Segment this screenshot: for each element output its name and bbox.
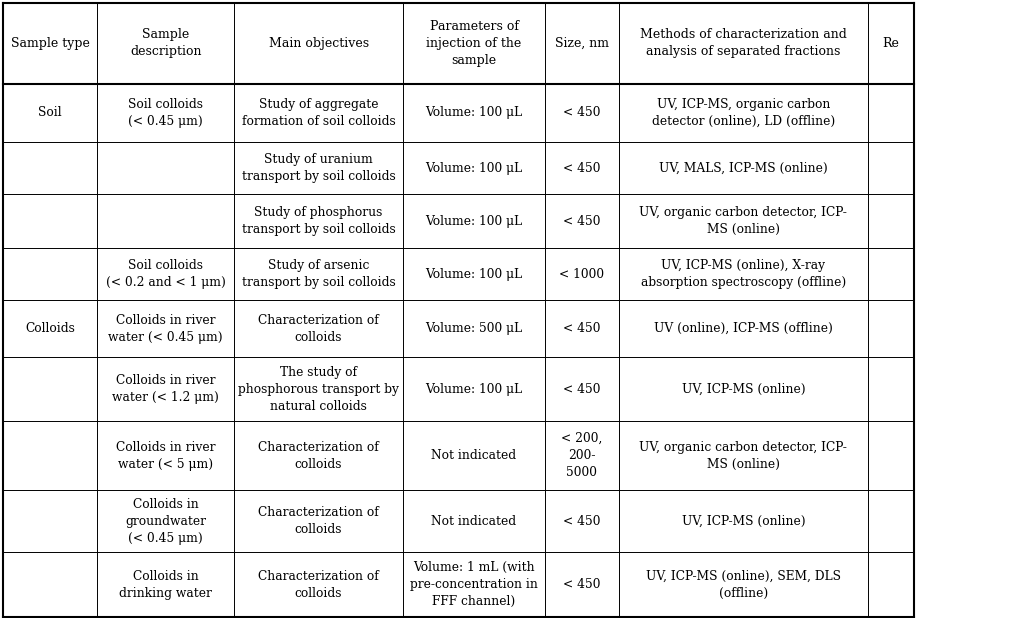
- Text: Soil colloids
(< 0.45 μm): Soil colloids (< 0.45 μm): [128, 98, 203, 128]
- Text: Volume: 1 mL (with
pre-concentration in
FFF channel): Volume: 1 mL (with pre-concentration in …: [410, 561, 538, 608]
- Text: UV, MALS, ICP-MS (online): UV, MALS, ICP-MS (online): [659, 162, 828, 175]
- Text: Colloids in river
water (< 5 μm): Colloids in river water (< 5 μm): [116, 441, 215, 470]
- Text: The study of
phosphorous transport by
natural colloids: The study of phosphorous transport by na…: [238, 366, 399, 413]
- Text: Colloids: Colloids: [26, 322, 75, 335]
- Text: < 450: < 450: [563, 162, 600, 175]
- Text: Study of arsenic
transport by soil colloids: Study of arsenic transport by soil collo…: [242, 259, 395, 289]
- Text: UV, organic carbon detector, ICP-
MS (online): UV, organic carbon detector, ICP- MS (on…: [639, 441, 847, 470]
- Text: Volume: 100 μL: Volume: 100 μL: [426, 383, 522, 396]
- Text: < 450: < 450: [563, 214, 600, 227]
- Text: Characterization of
colloids: Characterization of colloids: [259, 441, 379, 470]
- Text: Study of uranium
transport by soil colloids: Study of uranium transport by soil collo…: [242, 153, 395, 183]
- Text: < 450: < 450: [563, 322, 600, 335]
- Text: Not indicated: Not indicated: [432, 515, 516, 528]
- Text: Colloids in river
water (< 1.2 μm): Colloids in river water (< 1.2 μm): [112, 374, 220, 404]
- Text: Study of phosphorus
transport by soil colloids: Study of phosphorus transport by soil co…: [242, 206, 395, 236]
- Text: UV, ICP-MS (online), SEM, DLS
(offline): UV, ICP-MS (online), SEM, DLS (offline): [645, 570, 841, 599]
- Text: < 450: < 450: [563, 106, 600, 119]
- Text: Characterization of
colloids: Characterization of colloids: [259, 570, 379, 599]
- Text: Re: Re: [882, 37, 900, 50]
- Text: Sample type: Sample type: [11, 37, 89, 50]
- Text: Volume: 100 μL: Volume: 100 μL: [426, 214, 522, 227]
- Text: Soil colloids
(< 0.2 and < 1 μm): Soil colloids (< 0.2 and < 1 μm): [106, 259, 226, 289]
- Text: Volume: 100 μL: Volume: 100 μL: [426, 162, 522, 175]
- Text: < 450: < 450: [563, 383, 600, 396]
- Text: < 1000: < 1000: [559, 268, 604, 281]
- Text: Study of aggregate
formation of soil colloids: Study of aggregate formation of soil col…: [242, 98, 395, 128]
- Text: UV, ICP-MS (online), X-ray
absorption spectroscopy (offline): UV, ICP-MS (online), X-ray absorption sp…: [640, 259, 846, 289]
- Text: Colloids in river
water (< 0.45 μm): Colloids in river water (< 0.45 μm): [109, 314, 223, 344]
- Text: Characterization of
colloids: Characterization of colloids: [259, 314, 379, 344]
- Text: Not indicated: Not indicated: [432, 449, 516, 462]
- Text: < 200,
200-
5000: < 200, 200- 5000: [561, 432, 602, 479]
- Text: Characterization of
colloids: Characterization of colloids: [259, 506, 379, 536]
- Text: < 450: < 450: [563, 578, 600, 591]
- Text: Volume: 500 μL: Volume: 500 μL: [426, 322, 522, 335]
- Text: Main objectives: Main objectives: [269, 37, 368, 50]
- Text: Sample
description: Sample description: [130, 28, 201, 58]
- Text: Size, nm: Size, nm: [555, 37, 608, 50]
- Text: Soil: Soil: [38, 106, 63, 119]
- Text: Colloids in
groundwater
(< 0.45 μm): Colloids in groundwater (< 0.45 μm): [125, 497, 206, 544]
- Text: UV, ICP-MS (online): UV, ICP-MS (online): [681, 383, 805, 396]
- Text: UV, organic carbon detector, ICP-
MS (online): UV, organic carbon detector, ICP- MS (on…: [639, 206, 847, 236]
- Text: Volume: 100 μL: Volume: 100 μL: [426, 268, 522, 281]
- Text: Parameters of
injection of the
sample: Parameters of injection of the sample: [427, 20, 521, 67]
- Text: Methods of characterization and
analysis of separated fractions: Methods of characterization and analysis…: [640, 28, 846, 58]
- Text: UV (online), ICP-MS (offline): UV (online), ICP-MS (offline): [654, 322, 833, 335]
- Text: < 450: < 450: [563, 515, 600, 528]
- Text: UV, ICP-MS (online): UV, ICP-MS (online): [681, 515, 805, 528]
- Text: Colloids in
drinking water: Colloids in drinking water: [119, 570, 212, 599]
- Text: Volume: 100 μL: Volume: 100 μL: [426, 106, 522, 119]
- Text: UV, ICP-MS, organic carbon
detector (online), LD (offline): UV, ICP-MS, organic carbon detector (onl…: [652, 98, 835, 128]
